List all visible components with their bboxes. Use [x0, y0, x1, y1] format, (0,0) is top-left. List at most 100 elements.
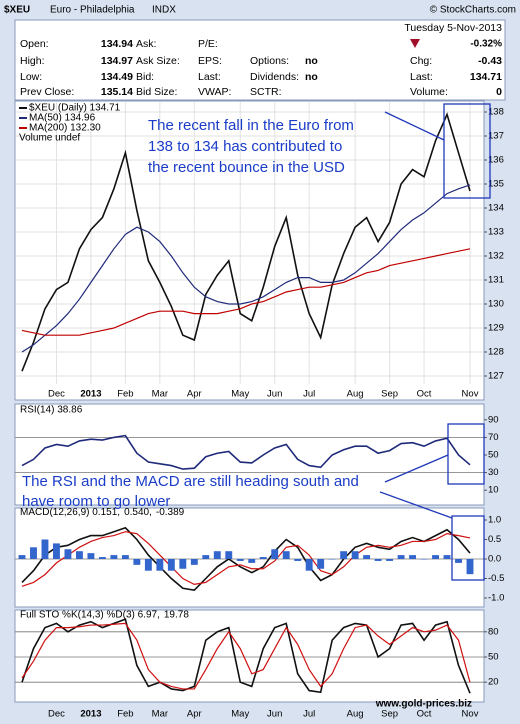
histogram-bar [374, 559, 382, 561]
histogram-bar [236, 559, 244, 561]
y-tick-label: 132 [488, 251, 504, 262]
series-line [21, 526, 471, 592]
histogram-bar [305, 559, 313, 571]
series-line [21, 434, 471, 470]
histogram-bar [225, 551, 233, 559]
y-tick-label: 0.5 [488, 534, 501, 545]
quote-label: VWAP: [198, 86, 231, 98]
histogram-bar [397, 555, 405, 559]
histogram-bar [409, 555, 417, 559]
histogram-bar [386, 559, 394, 561]
histogram-bar [30, 547, 37, 559]
histogram-bar [75, 551, 83, 559]
quote-label: Prev Close: [20, 86, 74, 98]
x-tick-label: Apr [187, 389, 202, 400]
y-tick-label: 90 [488, 414, 499, 425]
x-tick-label: Feb [117, 389, 133, 400]
stat-value: 0 [496, 86, 502, 98]
y-tick-label: 136 [488, 155, 504, 166]
y-tick-label: 137 [488, 131, 504, 142]
stat-label: Last: [410, 71, 433, 83]
x-tick-label: Oct [417, 389, 432, 400]
copyright: © StockCharts.com [430, 5, 516, 16]
x-tick-label: Feb [117, 709, 133, 720]
x-tick-label: Aug [347, 389, 364, 400]
legend-label: Volume undef [19, 133, 80, 144]
quote-label: P/E: [198, 38, 218, 50]
histogram-bar [87, 553, 95, 559]
callout-box [451, 515, 485, 581]
annotation: have room to go lower [22, 493, 170, 510]
change-pct: -0.32% [470, 39, 502, 50]
callout-line [384, 111, 445, 141]
x-tick-label: Sep [381, 709, 398, 720]
quote-label: Dividends: [250, 71, 299, 83]
series-line [21, 112, 471, 372]
x-tick-label: Mar [152, 709, 168, 720]
histogram-bar [420, 559, 428, 560]
histogram-bar [121, 555, 129, 559]
legend-label: MA(200) 132.30 [29, 123, 101, 134]
quote-label: Ask Size: [136, 55, 180, 67]
quote-label: Last: [198, 71, 221, 83]
histogram-bar [190, 559, 198, 565]
y-tick-label: 20 [488, 677, 499, 688]
x-tick-label: Dec [48, 709, 65, 720]
rsi-panel [14, 403, 485, 506]
annotation: The recent fall in the Euro from [148, 117, 354, 134]
legend-label: Full STO %K(14,3) %D(3) 6.97, [20, 610, 160, 621]
callouts [379, 103, 491, 581]
histogram-bar [156, 559, 164, 571]
annotation: the recent bounce in the USD [148, 159, 345, 176]
y-tick-label: 135 [488, 179, 504, 190]
y-tick-label: 128 [488, 347, 504, 358]
histogram-bar [248, 559, 256, 563]
histogram-bar [144, 559, 152, 571]
y-tick-label: 133 [488, 227, 504, 238]
quote-table: Open: 134.94 Ask: P/E: High: 134.97 Ask Size: E… [20, 38, 502, 98]
histogram-bar [271, 549, 279, 559]
histogram-bar [110, 555, 118, 559]
histogram-bar [328, 559, 336, 560]
histogram-bar [179, 559, 187, 569]
y-tick-label: 134 [488, 203, 504, 214]
histogram-bar [53, 543, 60, 559]
histogram-bar [41, 539, 49, 559]
quote-label: Ask: [136, 38, 156, 50]
quote-value: 135.14 [101, 86, 133, 98]
histogram-bar [432, 555, 439, 559]
histogram-bar [455, 559, 462, 563]
histogram-bar [466, 559, 474, 575]
quote-label: Low: [20, 71, 42, 83]
legend-label: RSI(14) 38.86 [20, 405, 83, 416]
x-tick-label: Oct [417, 709, 432, 720]
quote-label: SCTR: [250, 86, 282, 98]
x-tick-label: Dec [48, 389, 65, 400]
x-tick-label: 2013 [80, 389, 101, 400]
quote-label: Open: [20, 38, 49, 50]
quote-value: 134.94 [101, 38, 133, 50]
x-tick-label: Nov [462, 709, 479, 720]
quote-label: Options: [250, 55, 289, 67]
y-tick-label: 138 [488, 107, 504, 118]
legend-label: $XEU (Daily) 134.71 [29, 103, 121, 114]
quote-label: Bid: [136, 71, 154, 83]
histogram-bar [317, 559, 325, 569]
stat-value: 134.71 [470, 71, 502, 83]
y-tick-label: 127 [488, 371, 504, 382]
quote-value: no [305, 55, 318, 67]
y-tick-label: 50 [488, 450, 499, 461]
legend-label: MA(50) 134.96 [29, 113, 96, 124]
x-tick-label: May [231, 389, 249, 400]
x-tick-label: Jul [303, 389, 315, 400]
series-line [21, 184, 471, 353]
quote-box [14, 19, 506, 101]
callout-box [443, 103, 491, 199]
histogram-bar [363, 555, 371, 559]
legend-label: MACD(12,26,9) 0.151, [20, 507, 120, 518]
callout-line [384, 454, 449, 483]
symbol: $XEU [4, 5, 30, 16]
name: Euro - Philadelphia [50, 5, 135, 16]
legend-label: -0.389 [156, 507, 185, 518]
